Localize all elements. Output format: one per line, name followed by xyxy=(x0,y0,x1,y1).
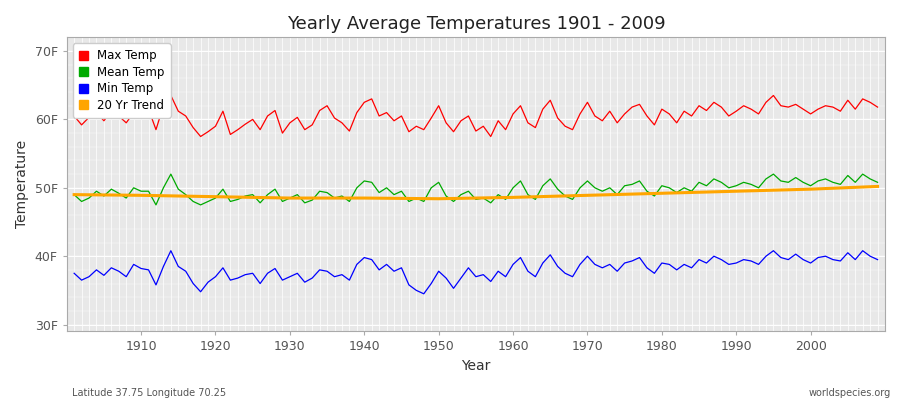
Legend: Max Temp, Mean Temp, Min Temp, 20 Yr Trend: Max Temp, Mean Temp, Min Temp, 20 Yr Tre… xyxy=(73,43,171,118)
Text: Latitude 37.75 Longitude 70.25: Latitude 37.75 Longitude 70.25 xyxy=(72,388,226,398)
Text: worldspecies.org: worldspecies.org xyxy=(809,388,891,398)
X-axis label: Year: Year xyxy=(461,359,491,373)
Y-axis label: Temperature: Temperature xyxy=(15,140,29,228)
Title: Yearly Average Temperatures 1901 - 2009: Yearly Average Temperatures 1901 - 2009 xyxy=(286,15,665,33)
